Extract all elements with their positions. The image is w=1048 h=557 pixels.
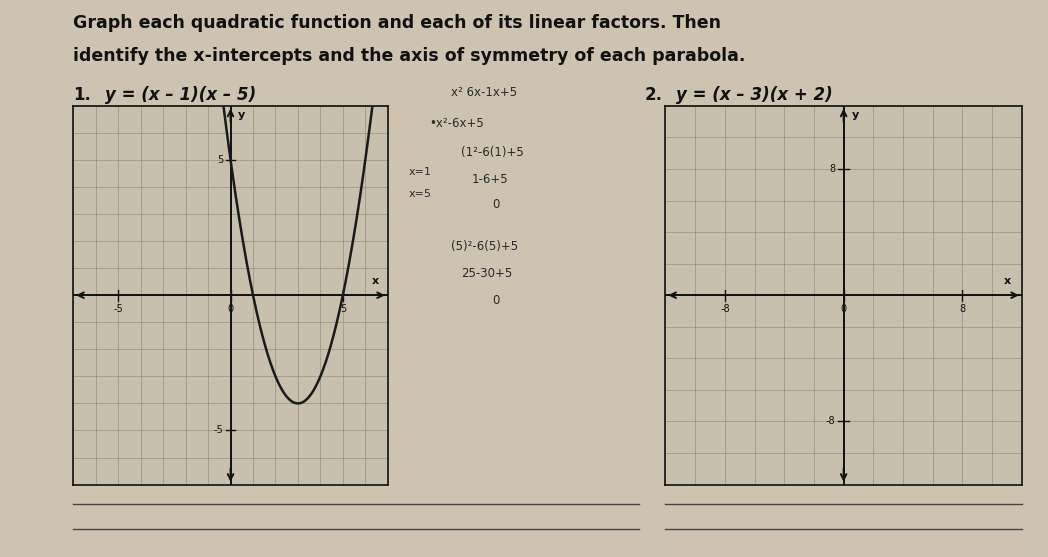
Text: x: x <box>1004 276 1011 286</box>
Text: identify the x-intercepts and the axis of symmetry of each parabola.: identify the x-intercepts and the axis o… <box>73 47 746 65</box>
Text: x: x <box>372 276 378 286</box>
Text: -5: -5 <box>113 304 124 314</box>
Text: x=5: x=5 <box>409 189 432 199</box>
Text: y = (x – 1)(x – 5): y = (x – 1)(x – 5) <box>105 86 256 104</box>
Text: y = (x – 3)(x + 2): y = (x – 3)(x + 2) <box>676 86 833 104</box>
Text: 2.: 2. <box>645 86 662 104</box>
Text: (5)²-6(5)+5: (5)²-6(5)+5 <box>451 240 518 252</box>
Text: x=1: x=1 <box>409 167 432 177</box>
Text: (1²-6(1)+5: (1²-6(1)+5 <box>461 146 524 159</box>
Text: 0: 0 <box>493 294 500 307</box>
Text: x² 6x-1x+5: x² 6x-1x+5 <box>451 86 517 99</box>
Text: 0: 0 <box>840 304 847 314</box>
Text: -5: -5 <box>214 426 223 436</box>
Text: Graph each quadratic function and each of its linear factors. Then: Graph each quadratic function and each o… <box>73 14 721 32</box>
Text: •x²-6x+5: •x²-6x+5 <box>430 117 484 130</box>
Text: 1-6+5: 1-6+5 <box>472 173 508 185</box>
Text: -8: -8 <box>826 417 835 427</box>
Text: y: y <box>238 110 245 120</box>
Text: 25-30+5: 25-30+5 <box>461 267 512 280</box>
Text: 5: 5 <box>340 304 346 314</box>
Text: y: y <box>852 110 859 120</box>
Text: 1.: 1. <box>73 86 91 104</box>
Text: 0: 0 <box>493 198 500 211</box>
Text: 8: 8 <box>959 304 965 314</box>
Text: 0: 0 <box>227 304 234 314</box>
Text: 8: 8 <box>830 164 835 174</box>
Text: -8: -8 <box>720 304 729 314</box>
Text: 5: 5 <box>217 155 223 165</box>
